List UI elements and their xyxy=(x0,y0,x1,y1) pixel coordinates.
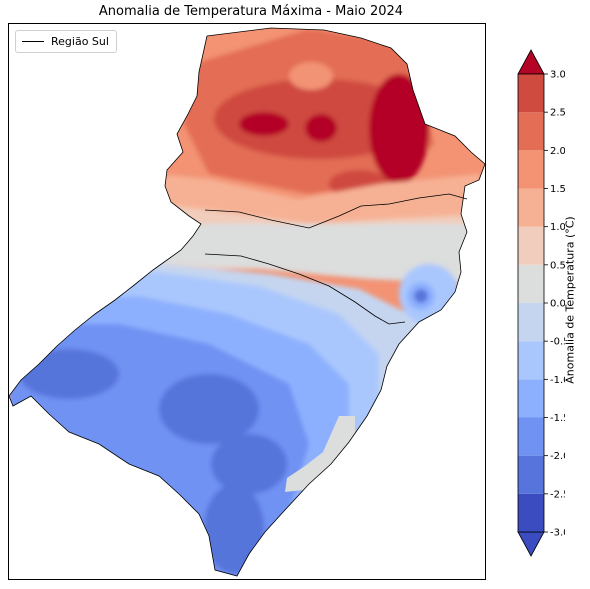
colorbar-band xyxy=(518,379,544,418)
anomaly-map xyxy=(9,27,485,577)
colorbar-tick-label: 1.0 xyxy=(550,222,565,233)
chart-title: Anomalia de Temperatura Máxima - Maio 20… xyxy=(98,4,404,19)
colorbar-extend-max xyxy=(517,49,545,75)
colorbar-band xyxy=(518,226,544,265)
colorbar-tick-label: -2.5 xyxy=(550,489,565,500)
colorbar-extend-min xyxy=(517,531,545,557)
colorbar-tick-label: -1.5 xyxy=(550,413,565,424)
state-boundary-north xyxy=(204,193,468,229)
colorbar-tick-label: -3.0 xyxy=(550,528,565,539)
colorbar-band xyxy=(518,188,544,227)
colorbar-band xyxy=(518,493,544,532)
legend-line-swatch xyxy=(22,41,44,42)
colorbar: -3.0 -2.5 -2.0 -1.5 -1.0 -0.5 0.0 0.5 1.0 1.5 2.0 2… xyxy=(517,49,565,557)
colorbar-band xyxy=(518,112,544,151)
colorbar-label: Anomalia de Temperatura (°C) xyxy=(563,216,577,384)
colorbar-ticks: -3.0 -2.5 -2.0 -1.5 -1.0 -0.5 0.0 0.5 1.0 1.5 2.0 2… xyxy=(544,70,565,539)
colorbar-tick-label: 0.5 xyxy=(550,260,565,271)
colorbar-band xyxy=(518,150,544,189)
colorbar-tick-label: -1.0 xyxy=(550,375,565,386)
colorbar-tick-label: 2.0 xyxy=(550,146,565,157)
state-boundary-south xyxy=(204,253,406,325)
colorbar-tick-label: 0.0 xyxy=(550,299,565,310)
colorbar-band xyxy=(518,455,544,494)
colorbar-tick-label: 1.5 xyxy=(550,184,565,195)
colorbar-bands xyxy=(517,49,545,557)
colorbar-tick-label: -0.5 xyxy=(550,337,565,348)
region-boundary xyxy=(9,27,485,577)
colorbar-tick-label: -2.0 xyxy=(550,451,565,462)
legend-label: Região Sul xyxy=(51,35,109,48)
colorbar-tick-label: 3.0 xyxy=(550,70,565,81)
colorbar-band xyxy=(518,341,544,380)
map-panel: Região Sul xyxy=(8,23,486,580)
map-legend: Região Sul xyxy=(15,30,117,53)
colorbar-tick-label: 2.5 xyxy=(550,108,565,119)
colorbar-band xyxy=(518,264,544,303)
colorbar-band xyxy=(518,417,544,456)
colorbar-band xyxy=(518,303,544,342)
colorbar-band xyxy=(518,74,544,113)
